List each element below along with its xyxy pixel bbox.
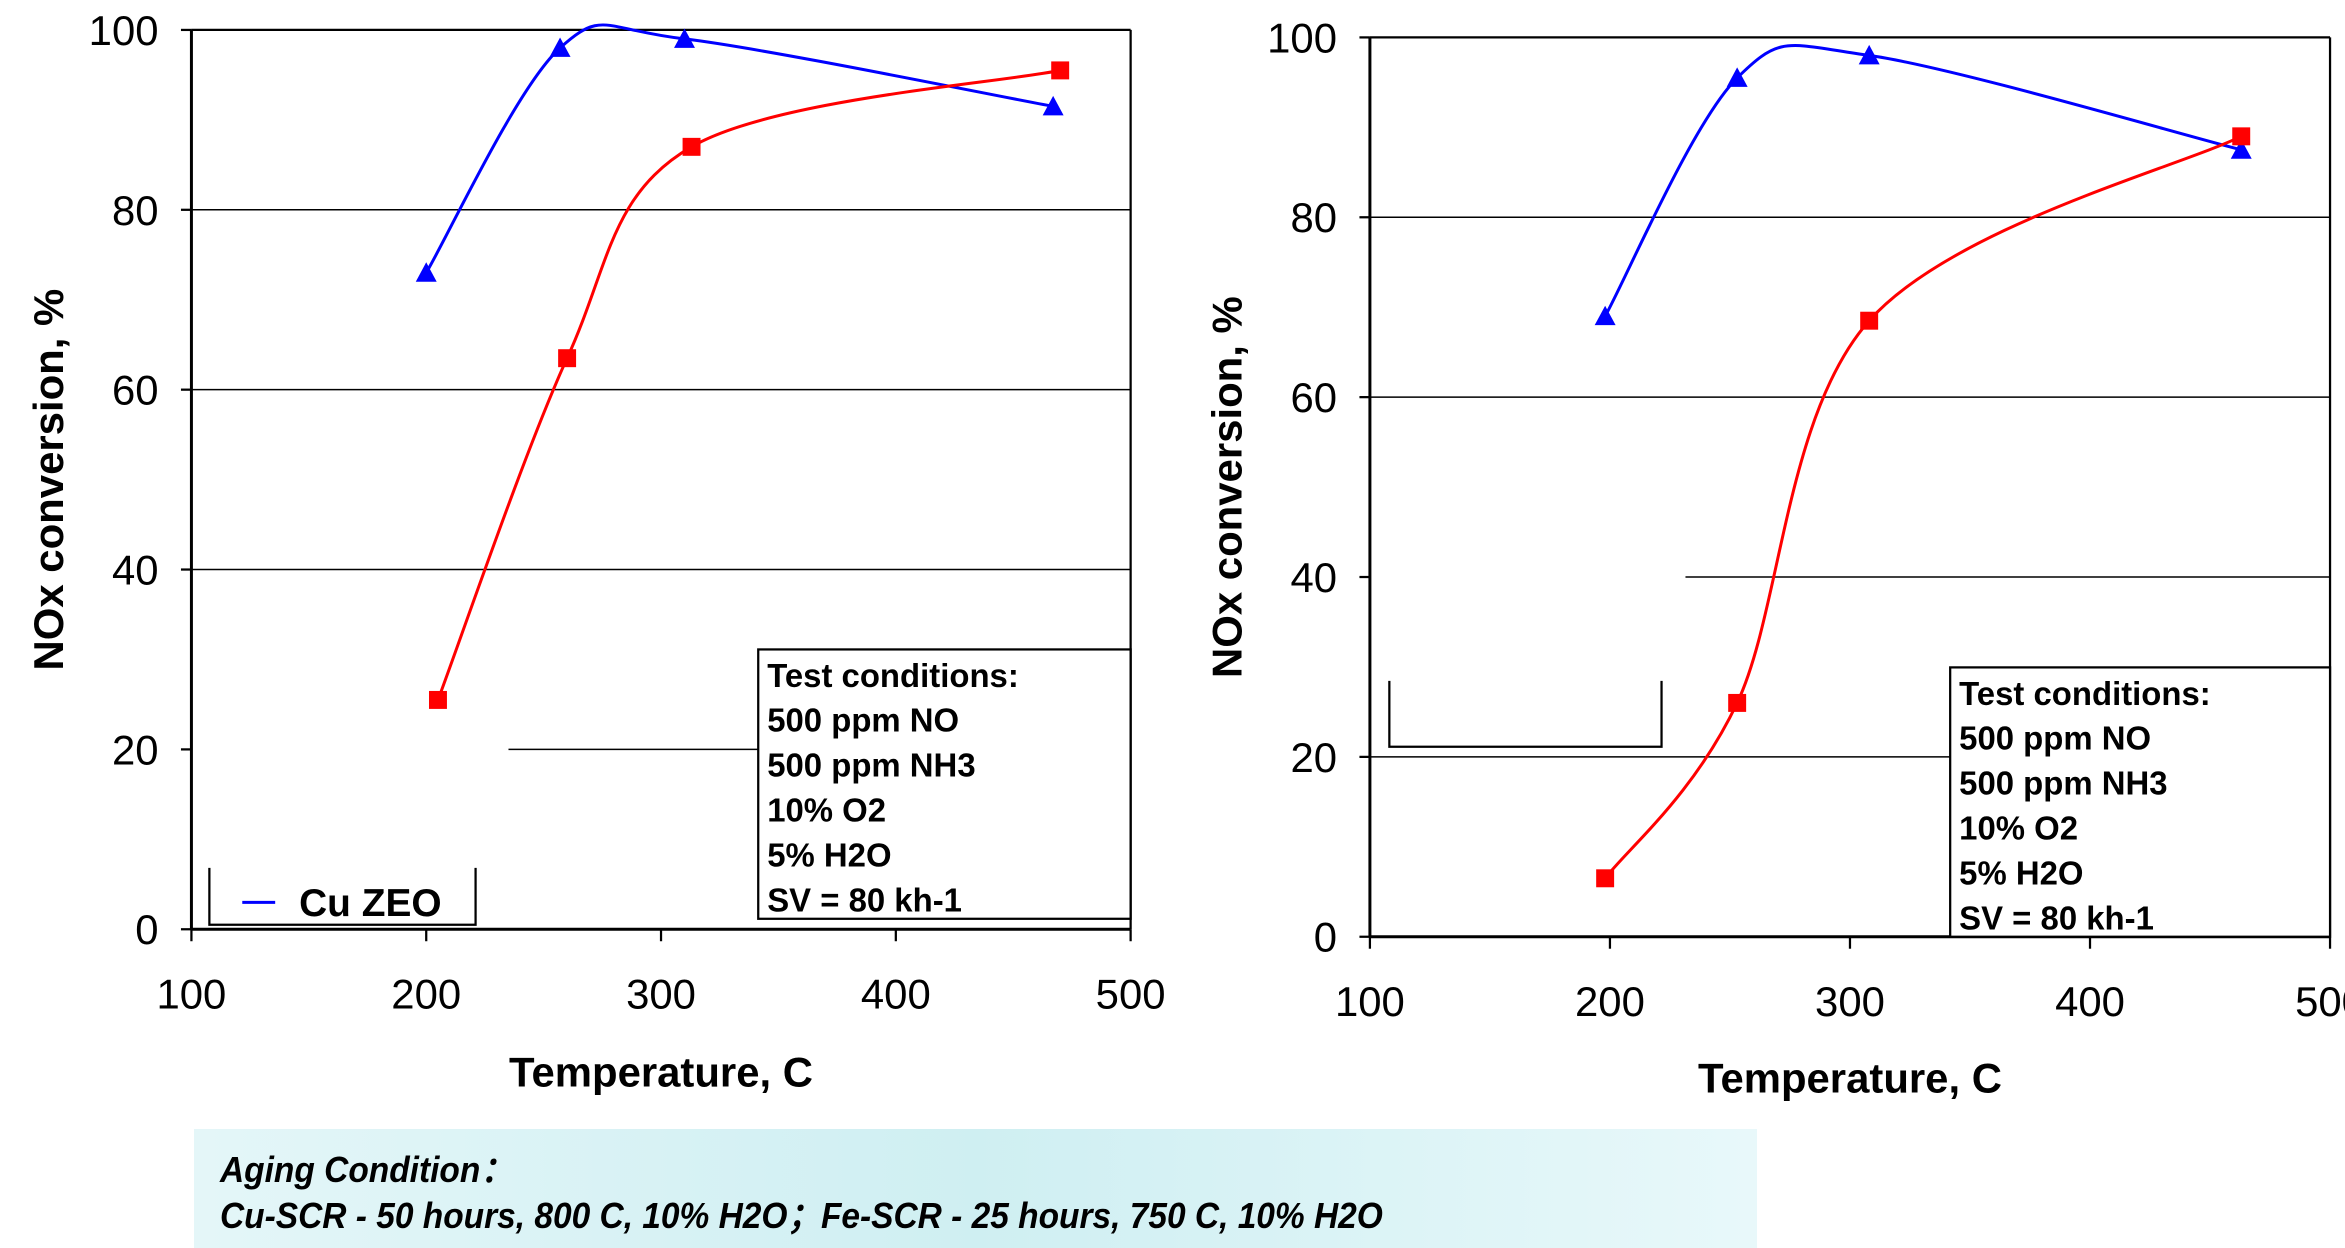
test-condition-line: 500 ppm NO [767, 702, 959, 739]
y-tick-label: 20 [1290, 734, 1337, 781]
y-tick-label: 40 [112, 546, 159, 593]
y-axis-label: NOx conversion, % [25, 289, 72, 671]
triangle-marker [415, 262, 437, 282]
x-tick-label: 100 [1335, 978, 1405, 1025]
triangle-marker [1726, 67, 1748, 87]
test-conditions-box: Test conditions: 500 ppm NO 500 ppm NH3 10%… [1949, 666, 2332, 938]
test-condition-line: 500 ppm NH3 [767, 747, 975, 784]
triangle-marker [1042, 95, 1064, 116]
y-tick-label: 100 [89, 7, 159, 54]
triangle-marker [1858, 44, 1880, 65]
square-marker [2232, 127, 2251, 146]
square-marker [1596, 869, 1615, 888]
test-condition-line: SV = 80 kh-1 [1959, 899, 2154, 936]
square-marker [682, 137, 701, 156]
test-condition-line: 10% O2 [1959, 809, 2078, 846]
x-tick-label: 400 [861, 971, 931, 1018]
test-conditions-frame [1949, 666, 2332, 938]
series-line [1603, 134, 2242, 880]
y-tick-label: 100 [1267, 14, 1337, 61]
x-axis-label: Temperature, C [1698, 1054, 2002, 1101]
test-condition-line: 500 ppm NH3 [1959, 765, 2167, 802]
legend-partial [208, 867, 477, 926]
series-red-square [1596, 127, 2251, 888]
series-line [436, 68, 1061, 701]
triangle-marker [674, 28, 695, 48]
y-tick-label: 0 [1314, 914, 1337, 961]
series-line [424, 23, 1054, 274]
series-blue-triangle [1594, 44, 2252, 326]
y-tick-label: 0 [135, 906, 158, 953]
x-axis-label: Temperature, C [509, 1048, 813, 1095]
aging-condition-caption: Aging Condition： Cu-SCR - 50 hours, 800 … [194, 1129, 1757, 1248]
series-line [1603, 44, 2242, 317]
legend-box [1388, 680, 1663, 748]
x-tick-label: 400 [2055, 978, 2125, 1025]
legend-partial [1388, 680, 1663, 748]
test-condition-line: Test conditions: [1959, 675, 2211, 712]
test-conditions-frame [757, 648, 1132, 920]
chart-2: 0 20 40 60 80 100 100 200 300 400 500 Temperature, … [1203, 14, 2345, 1101]
test-condition-line: Test conditions: [767, 657, 1019, 694]
triangle-marker [2230, 139, 2252, 159]
triangle-marker [1594, 305, 1616, 326]
x-tick-label: 500 [1096, 971, 1166, 1018]
y-tick-label: 80 [1290, 194, 1337, 241]
square-marker [1051, 61, 1070, 80]
x-tick-label: 200 [1575, 978, 1645, 1025]
test-condition-line: 10% O2 [767, 792, 886, 829]
square-marker [428, 690, 447, 709]
x-tick-label: 300 [626, 971, 696, 1018]
test-condition-line: 5% H2O [767, 836, 891, 873]
test-condition-line: 5% H2O [1959, 854, 2083, 891]
y-tick-label: 60 [1290, 374, 1337, 421]
caption-line-1: Aging Condition： [220, 1149, 514, 1190]
chart-1: 0 20 40 60 80 100 100 200 300 400 500 Temperature, … [25, 7, 1166, 1096]
x-tick-label: 500 [2295, 978, 2345, 1025]
test-conditions-box: Test conditions: 500 ppm NO 500 ppm NH3 10%… [757, 648, 1132, 920]
y-tick-label: 80 [112, 187, 159, 234]
y-tick-label: 40 [1290, 554, 1337, 601]
x-tick-label: 100 [157, 971, 227, 1018]
triangle-marker [549, 37, 571, 57]
x-tick-label: 200 [391, 971, 461, 1018]
square-marker [1860, 311, 1879, 330]
series-red-square [428, 61, 1070, 709]
y-tick-label: 60 [112, 367, 159, 414]
y-axis-label: NOx conversion, % [1203, 296, 1250, 678]
square-marker [1728, 693, 1747, 712]
series-blue-triangle [415, 23, 1064, 282]
caption-line-2: Cu-SCR - 50 hours, 800 C, 10% H2O；Fe-SCR… [220, 1195, 1383, 1236]
legend-box [208, 867, 477, 926]
legend-label-cu-zeo: Cu ZEO [299, 882, 442, 925]
x-tick-label: 300 [1815, 978, 1885, 1025]
test-condition-line: SV = 80 kh-1 [767, 881, 962, 918]
y-tick-label: 20 [112, 726, 159, 773]
square-marker [558, 349, 577, 368]
test-condition-line: 500 ppm NO [1959, 720, 2151, 757]
